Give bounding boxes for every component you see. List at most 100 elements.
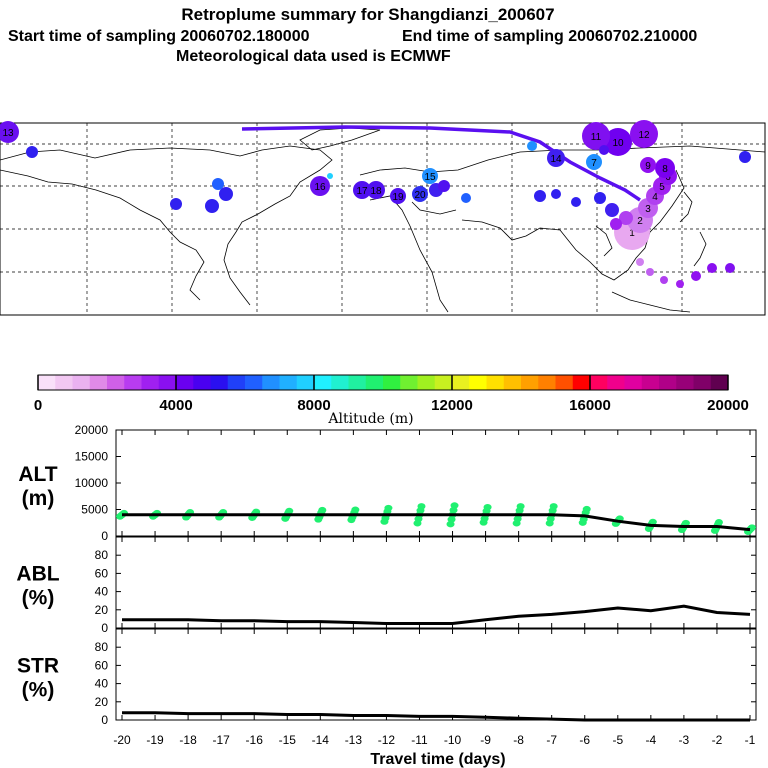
colorbar-tick-label: 16000	[569, 397, 611, 414]
x-tick-label: -2	[712, 733, 723, 747]
plume-marker	[26, 146, 38, 158]
y-axis-label: ALT	[18, 463, 57, 486]
plume-label: 7	[591, 158, 597, 169]
y-tick-label: 40	[95, 677, 109, 691]
y-tick-label: 80	[95, 548, 109, 562]
colorbar-cell	[296, 375, 315, 390]
colorbar-cell	[72, 375, 91, 390]
colorbar-cell	[107, 375, 125, 390]
y-tick-label: 0	[101, 621, 108, 635]
plume-marker	[310, 176, 330, 196]
met-data-label: Meteorological data used is ECMWF	[176, 48, 451, 65]
y-tick-label: 10000	[75, 476, 109, 490]
colorbar-cell	[659, 375, 677, 390]
alt-scatter-point	[351, 506, 360, 513]
alt-scatter-point	[285, 507, 294, 515]
plume-marker	[610, 218, 622, 230]
x-tick-label: -1	[745, 733, 756, 747]
y-tick-label: 20	[95, 603, 109, 617]
chart-title: Retroplume summary for Shangdianzi_20060…	[181, 5, 554, 24]
x-tick-label: -12	[378, 733, 396, 747]
x-tick-label: -17	[212, 733, 230, 747]
end-time-label: End time of sampling 20060702.210000	[402, 28, 697, 45]
colorbar-cell	[383, 375, 401, 390]
x-tick-label: -14	[312, 733, 330, 747]
x-axis-label: Travel time (days)	[370, 751, 505, 768]
y-tick-label: 20	[95, 695, 109, 709]
colorbar-cell	[400, 375, 418, 390]
colorbar-cell	[676, 375, 694, 390]
y-tick-label: 60	[95, 658, 109, 672]
alt-scatter-point	[549, 503, 558, 510]
x-tick-label: -20	[113, 733, 131, 747]
alt-scatter-point	[681, 519, 690, 527]
colorbar-cell	[693, 375, 712, 390]
plume-marker	[636, 258, 644, 266]
plume-marker	[219, 187, 233, 201]
alt-scatter-point	[582, 505, 591, 513]
x-tick-label: -18	[179, 733, 197, 747]
plume-marker	[547, 149, 565, 167]
plume-marker	[390, 188, 406, 204]
colorbar-cell	[365, 375, 384, 390]
panel-alt: 0 5000 10000 15000 20000 ALT(m)	[18, 423, 757, 543]
plume-marker	[367, 181, 385, 199]
plume-label: 15	[424, 172, 436, 183]
plume-marker	[655, 158, 675, 178]
panel-abl: 0 20 40 60 80 ABL(%)	[16, 536, 757, 635]
start-time-label: Start time of sampling 20060702.180000	[8, 28, 310, 45]
plume-marker	[586, 154, 602, 170]
series-line-str	[122, 711, 750, 722]
colorbar-cell	[486, 375, 505, 390]
colorbar-cell	[521, 375, 539, 390]
plume-label: 11	[591, 132, 602, 143]
y-tick-label: 0	[101, 529, 108, 543]
plume-label: 13	[2, 128, 14, 139]
colorbar-cell	[348, 375, 367, 390]
plume-marker	[725, 263, 735, 273]
colorbar-tick-label: 4000	[159, 397, 192, 414]
colorbar-cell	[572, 375, 591, 390]
colorbar-cell	[227, 375, 246, 390]
plume-layer: 1234567891011121314151617181920	[0, 120, 751, 288]
plume-label: 10	[612, 138, 624, 149]
colorbar-tick-label: 0	[34, 397, 42, 414]
x-tick-label: -10	[444, 733, 462, 747]
colorbar-cell	[262, 375, 280, 390]
plume-label: 16	[314, 182, 326, 193]
colorbar-cell	[314, 375, 332, 390]
colorbar-cell	[469, 375, 487, 390]
plume-marker	[205, 199, 219, 213]
plume-label: 1	[629, 228, 635, 239]
y-tick-label: 80	[95, 640, 109, 654]
x-tick-label: -19	[146, 733, 164, 747]
x-tick-label: -7	[546, 733, 557, 747]
colorbar-cell	[555, 375, 574, 390]
colorbar-cell	[210, 375, 229, 390]
x-tick-label: -6	[579, 733, 590, 747]
plume-marker	[640, 157, 656, 173]
time-series-panels: 05000100001500020000ALT(m)020406080ABL(%…	[16, 423, 757, 747]
alt-scatter-point	[318, 506, 327, 514]
plume-marker	[604, 128, 632, 156]
colorbar-tick-label: 8000	[297, 397, 330, 414]
colorbar: 0 4000 8000 12000 16000 20000 Altitude (m)	[34, 374, 749, 427]
y-axis-label: ABL	[16, 563, 59, 586]
y-tick-label: 60	[95, 566, 109, 580]
colorbar-cell	[193, 375, 211, 390]
colorbar-cell	[176, 375, 194, 390]
plume-label: 20	[414, 190, 426, 201]
panel-frame	[115, 628, 757, 721]
series-line-abl	[122, 604, 751, 625]
x-tick-label: -11	[411, 733, 428, 747]
plume-marker	[599, 145, 609, 155]
plume-label: 9	[645, 161, 651, 172]
plume-marker	[630, 120, 658, 148]
y-tick-label: 15000	[75, 450, 109, 464]
colorbar-cell	[279, 375, 298, 390]
plume-label: 14	[550, 154, 562, 165]
plume-label: 18	[370, 186, 382, 197]
colorbar-cell	[245, 375, 263, 390]
alt-scatter-point	[483, 503, 492, 511]
y-tick-label: 0	[101, 713, 108, 727]
